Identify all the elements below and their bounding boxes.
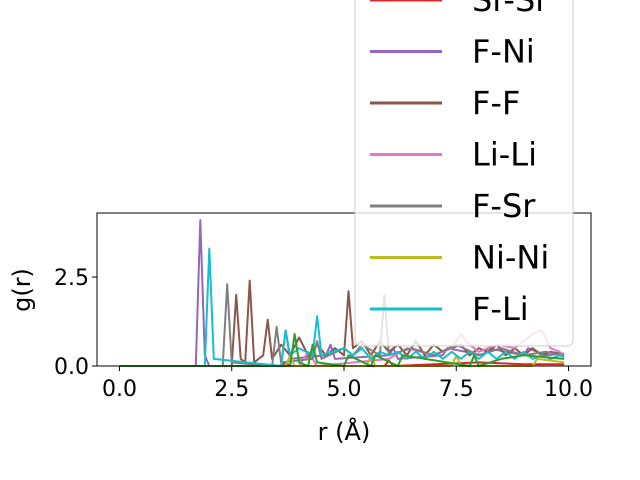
x-tick-label: 5.0 bbox=[327, 377, 362, 402]
legend-label-ni-ni: Ni-Ni bbox=[472, 239, 549, 277]
series-line-sr-sr bbox=[119, 359, 565, 367]
x-axis-label: r (Å) bbox=[318, 417, 371, 446]
y-tick-label: 0.0 bbox=[54, 355, 89, 380]
y-tick-label: 2.5 bbox=[54, 266, 89, 291]
series-line-f-li bbox=[119, 247, 565, 367]
legend-label-f-ni: F-Ni bbox=[472, 33, 535, 71]
legend-label-sr-sr: Sr-Sr bbox=[472, 0, 549, 19]
y-axis-ticks: 0.0 2.5 bbox=[54, 266, 97, 380]
legend-box bbox=[354, 0, 574, 347]
x-tick-label: 7.5 bbox=[439, 377, 474, 402]
y-axis-label: g(r) bbox=[8, 268, 36, 312]
x-axis-ticks: 0.0 2.5 5.0 7.5 10.0 bbox=[102, 366, 593, 402]
x-tick-label: 10.0 bbox=[544, 377, 593, 402]
legend: Sr-Sr F-Ni F-F Li-Li F-Sr Ni-Ni F-Li bbox=[354, 0, 574, 347]
legend-label-f-sr: F-Sr bbox=[472, 187, 536, 225]
legend-label-f-f: F-F bbox=[472, 84, 520, 122]
x-tick-label: 0.0 bbox=[102, 377, 137, 402]
legend-label-li-li: Li-Li bbox=[472, 136, 537, 174]
legend-label-f-li: F-Li bbox=[472, 290, 529, 328]
x-tick-label: 2.5 bbox=[214, 377, 249, 402]
